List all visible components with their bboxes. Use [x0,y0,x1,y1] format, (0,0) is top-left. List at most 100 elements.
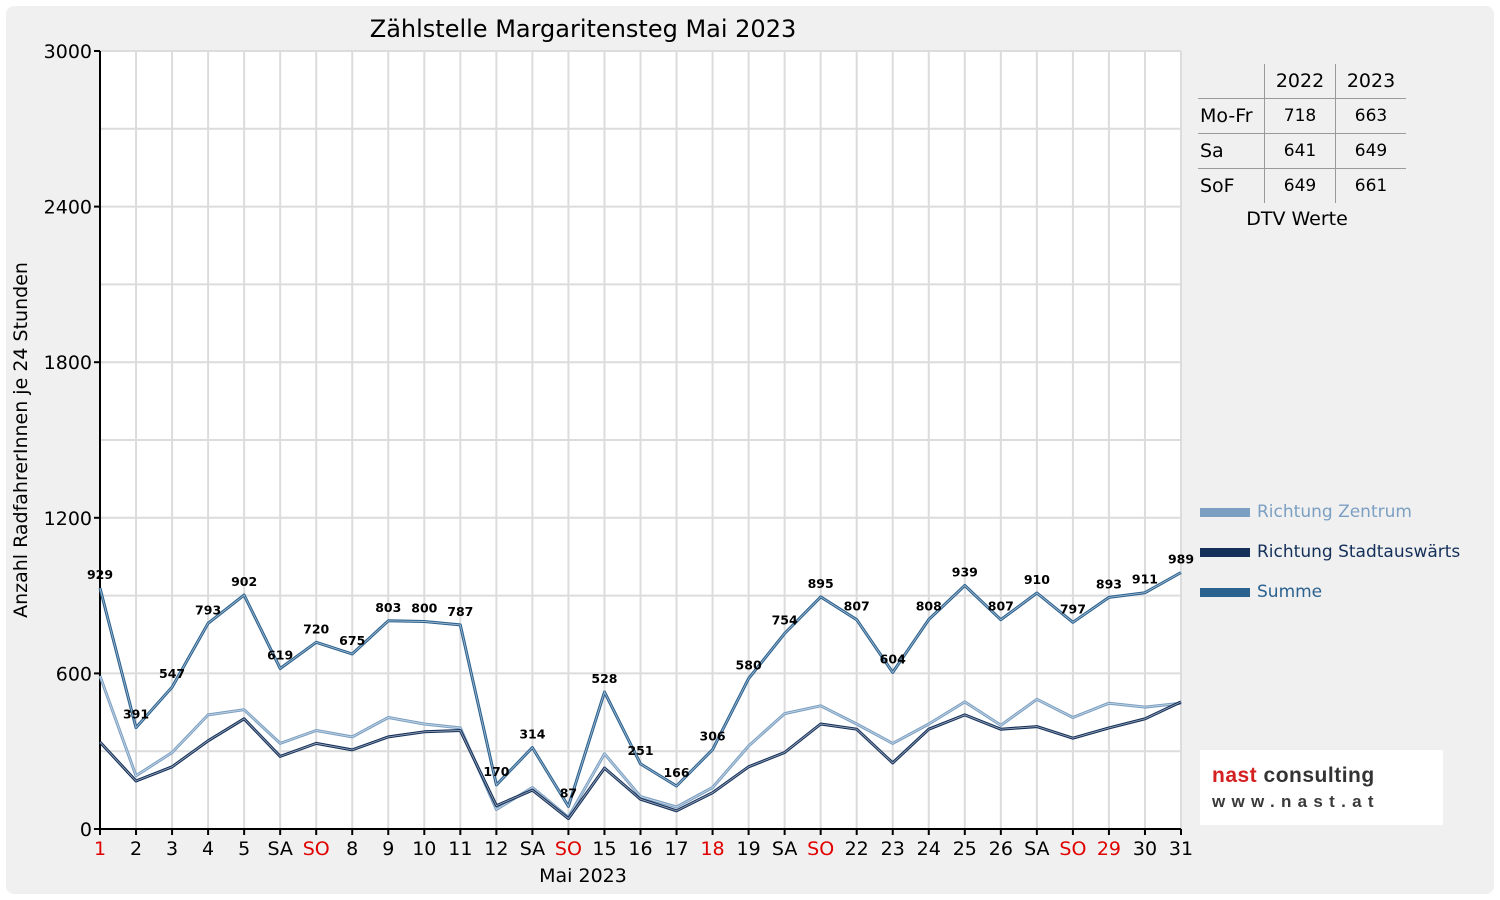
x-tick-label: SO [555,838,582,860]
data-label: 580 [736,658,762,673]
data-label: 911 [1132,572,1158,587]
dtv-table: 2022 2023 Mo-Fr 718 663 Sa 641 649 SoF 6… [1198,64,1406,203]
x-tick-label: 18 [700,838,724,860]
data-label: 929 [87,567,113,582]
x-tick-label: 19 [737,838,761,860]
dtv-value: 718 [1264,98,1336,134]
data-label: 895 [808,576,834,591]
y-tick-label: 2400 [44,197,92,219]
dtv-col-2023: 2023 [1335,64,1406,99]
data-label: 604 [880,651,906,666]
x-tick-label: 5 [238,838,250,860]
company-logo: nast consulting www.nast.at [1200,750,1443,825]
legend-swatch [1200,547,1250,557]
series-line-highlight-0 [99,675,1182,818]
x-tick-label: SO [303,838,330,860]
y-tick-label: 3000 [44,41,92,63]
legend-label: Richtung Zentrum [1257,502,1412,522]
y-tick-label: 1200 [44,508,92,530]
data-label: 793 [195,602,221,617]
legend-swatch [1200,587,1250,597]
data-label: 989 [1168,552,1194,567]
dtv-value: 649 [1335,133,1406,169]
data-label: 547 [159,666,185,681]
data-label: 170 [483,764,509,779]
x-tick-label: 24 [917,838,941,860]
data-label: 314 [519,727,545,742]
dtv-row-label: Sa [1198,133,1265,169]
dtv-caption: DTV Werte [1246,208,1348,230]
y-tick-label: 0 [80,819,92,841]
x-tick-label: 1 [94,838,106,860]
logo-name-nast: nast [1212,764,1258,787]
dtv-header-empty [1198,64,1265,99]
logo-url: www.nast.at [1212,792,1380,811]
y-axis-label: Anzahl RadfahrerInnen je 24 Stunden [10,262,32,618]
chart-title: Zählstelle Margaritensteg Mai 2023 [370,15,797,43]
x-tick-label: 10 [412,838,436,860]
x-tick-label: 25 [953,838,977,860]
legend-item-stadtauswaerts: Richtung Stadtauswärts [1200,532,1460,572]
data-label: 787 [447,604,473,619]
dtv-row-label: Mo-Fr [1198,98,1265,134]
legend: Richtung Zentrum Richtung Stadtauswärts … [1200,492,1460,612]
x-tick-label: 3 [166,838,178,860]
data-label: 391 [123,707,149,722]
series-line-highlight-1 [99,701,1182,820]
data-labels: 929 391 547 793 902 619 720 675 803 800 787 170 314 8… [87,552,1194,801]
legend-item-summe: Summe [1200,572,1460,612]
dtv-value: 641 [1264,133,1336,169]
data-label: 807 [844,599,870,614]
x-tick-label: SO [1059,838,1086,860]
data-label: 251 [627,743,653,758]
x-axis-label: Mai 2023 [539,865,627,887]
data-label: 893 [1096,576,1122,591]
dtv-value: 649 [1264,168,1336,203]
legend-label: Summe [1257,582,1323,602]
x-tick-label: 9 [382,838,394,860]
x-tick-label: 31 [1169,838,1193,860]
data-label: 797 [1060,601,1086,616]
legend-label: Richtung Stadtauswärts [1257,542,1461,562]
x-tick-label: 30 [1133,838,1157,860]
x-tick-label: SO [807,838,834,860]
data-label: 910 [1024,572,1050,587]
data-label: 754 [772,612,798,627]
logo-name-consulting: consulting [1257,764,1375,787]
x-tick-label: SA [267,838,292,860]
data-label: 166 [663,765,689,780]
x-tick-label: SA [1024,838,1049,860]
dtv-col-2022: 2022 [1264,64,1336,99]
data-label: 800 [411,601,437,616]
data-label: 87 [560,785,577,800]
series-line-highlight-2 [99,572,1182,808]
data-label: 720 [303,621,329,636]
data-label: 619 [267,647,293,662]
legend-swatch [1200,507,1250,517]
y-tick-label: 1800 [44,352,92,374]
x-tick-label: 22 [845,838,869,860]
x-tick-label: 4 [202,838,214,860]
dtv-header-row: 2022 2023 [1198,64,1406,99]
dtv-row-sof: SoF 649 661 [1198,168,1406,203]
data-label: 807 [988,599,1014,614]
y-tick-label: 600 [56,663,92,685]
legend-item-zentrum: Richtung Zentrum [1200,492,1460,532]
x-tick-label: 12 [484,838,508,860]
dtv-row-sa: Sa 641 649 [1198,133,1406,169]
x-tick-label: 15 [592,838,616,860]
data-label: 902 [231,574,257,589]
dtv-row-mofr: Mo-Fr 718 663 [1198,98,1406,134]
grid [99,50,1182,830]
dtv-value: 661 [1335,168,1406,203]
x-tick-label: 2 [130,838,142,860]
dtv-value: 663 [1335,98,1406,134]
x-tick-label: 8 [346,838,358,860]
series-lines [98,571,1182,821]
data-label: 528 [591,671,617,686]
x-tick-label: 11 [448,838,472,860]
data-label: 939 [952,564,978,579]
x-tick-label: 16 [628,838,652,860]
